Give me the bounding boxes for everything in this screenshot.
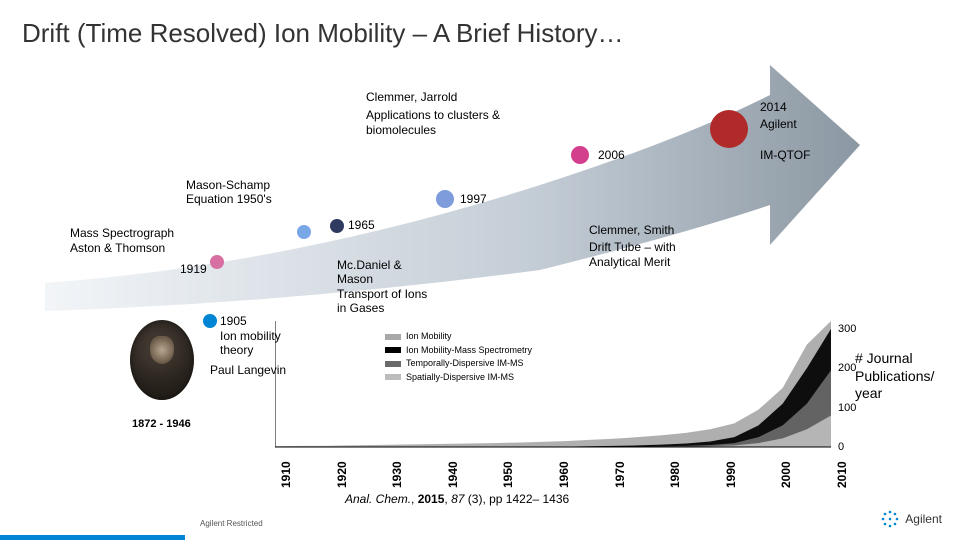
timeline-label: 1919 xyxy=(180,262,207,277)
agilent-spark-icon xyxy=(879,508,901,530)
timeline-label: Transport of Ions xyxy=(337,287,427,302)
chart-xtick: 1970 xyxy=(613,461,627,488)
chart-xtick: 1920 xyxy=(335,461,349,488)
legend-swatch xyxy=(385,334,401,340)
timeline-label: theory xyxy=(220,343,253,358)
timeline-label: Ion mobility xyxy=(220,329,281,344)
portrait-caption: 1872 - 1946 xyxy=(132,418,191,432)
timeline-dot-m2006 xyxy=(571,146,589,164)
legend-label: Temporally-Dispersive IM-MS xyxy=(406,357,524,371)
timeline-label: Mc.Daniel & xyxy=(337,258,402,273)
chart-ytick: 300 xyxy=(838,323,856,335)
footer-accent xyxy=(0,535,185,540)
chart-ytick: 200 xyxy=(838,362,856,374)
timeline-label: Clemmer, Jarrold xyxy=(366,90,457,105)
agilent-logo: Agilent xyxy=(879,508,942,530)
chart-xtick: 2000 xyxy=(779,461,793,488)
chart-xtick: 1990 xyxy=(724,461,738,488)
legend-row: Spatially-Dispersive IM-MS xyxy=(385,371,560,385)
timeline-label: Analytical Merit xyxy=(589,255,670,270)
timeline-dot-m1997 xyxy=(436,190,454,208)
legend-swatch xyxy=(385,361,401,367)
timeline-label: 1965 xyxy=(348,218,375,233)
footer-restricted: Agilent Restricted xyxy=(200,519,263,528)
legend-swatch xyxy=(385,374,401,380)
legend-row: Temporally-Dispersive IM-MS xyxy=(385,357,560,371)
timeline-label: 2006 xyxy=(598,148,625,163)
legend-swatch xyxy=(385,347,401,353)
chart-ytick: 100 xyxy=(838,402,856,414)
timeline-label: 1997 xyxy=(460,192,487,207)
publication-axis-label: # Journal Publications/ year xyxy=(855,350,955,403)
legend-row: Ion Mobility-Mass Spectrometry xyxy=(385,344,560,358)
timeline-label: biomolecules xyxy=(366,123,436,138)
chart-ytick: 0 xyxy=(838,441,844,453)
chart-xtick: 2010 xyxy=(835,461,849,488)
timeline-label: Aston & Thomson xyxy=(70,241,165,256)
timeline-dot-m2014 xyxy=(710,110,748,148)
timeline-label: Mason-Schamp xyxy=(186,178,270,193)
langevin-portrait xyxy=(130,320,194,400)
chart-xtick: 1980 xyxy=(668,461,682,488)
legend-row: Ion Mobility xyxy=(385,330,560,344)
timeline-label: in Gases xyxy=(337,301,384,316)
chart-xtick: 1960 xyxy=(557,461,571,488)
timeline-label: Agilent xyxy=(760,117,797,132)
timeline-label: Mass Spectrograph xyxy=(70,226,174,241)
timeline-label: Clemmer, Smith xyxy=(589,223,674,238)
chart-xtick: 1950 xyxy=(501,461,515,488)
timeline-dot-m1950 xyxy=(297,225,311,239)
page-title: Drift (Time Resolved) Ion Mobility – A B… xyxy=(22,18,624,49)
citation: Anal. Chem., 2015, 87 (3), pp 1422– 1436 xyxy=(345,492,569,506)
chart-legend: Ion MobilityIon Mobility-Mass Spectromet… xyxy=(385,330,560,384)
timeline-label: 1905 xyxy=(220,314,247,329)
timeline-label: 2014 xyxy=(760,100,787,115)
timeline-dot-m1965 xyxy=(330,219,344,233)
timeline-dot-m1905 xyxy=(203,314,217,328)
timeline-label: Mason xyxy=(337,272,373,287)
timeline-label: Drift Tube – with xyxy=(589,240,676,255)
timeline-dot-m1919 xyxy=(210,255,224,269)
timeline-label: Applications to clusters & xyxy=(366,108,500,123)
chart-xtick: 1910 xyxy=(279,461,293,488)
chart-xtick: 1930 xyxy=(390,461,404,488)
timeline-label: Equation 1950's xyxy=(186,192,272,207)
legend-label: Ion Mobility-Mass Spectrometry xyxy=(406,344,532,358)
chart-xtick: 1940 xyxy=(446,461,460,488)
legend-label: Ion Mobility xyxy=(406,330,452,344)
legend-label: Spatially-Dispersive IM-MS xyxy=(406,371,514,385)
timeline-label: IM-QTOF xyxy=(760,148,810,163)
